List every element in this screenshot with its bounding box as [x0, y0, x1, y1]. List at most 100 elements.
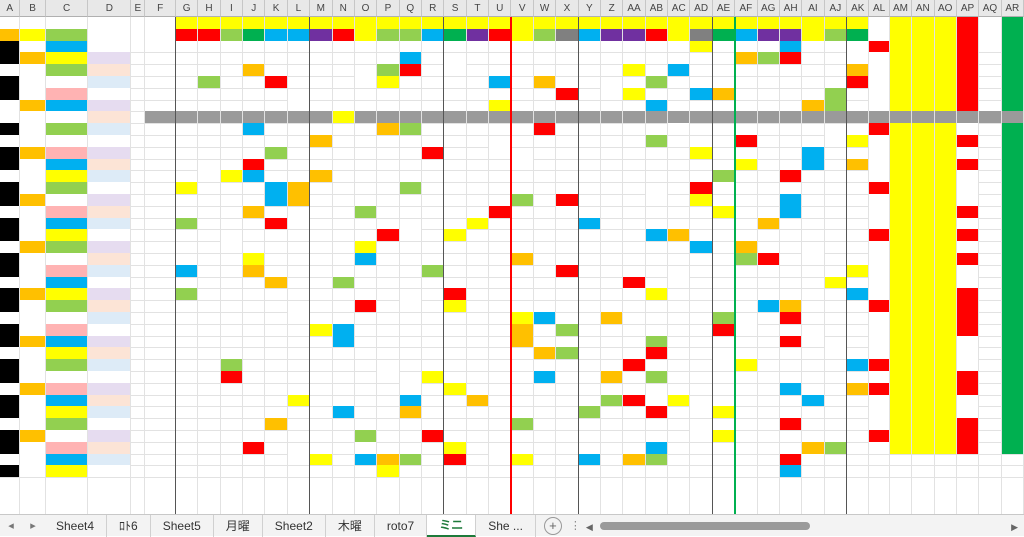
- cell-ai[interactable]: [802, 158, 825, 171]
- cell-ah[interactable]: [779, 194, 803, 206]
- cell-e[interactable]: [131, 241, 145, 253]
- cell-ao[interactable]: [934, 229, 957, 242]
- cell-ao[interactable]: [934, 323, 957, 336]
- cell-e[interactable]: [131, 371, 145, 383]
- cell-ap[interactable]: [956, 371, 980, 383]
- cell-am[interactable]: [889, 382, 913, 395]
- cell-an[interactable]: [912, 418, 935, 431]
- cell-c[interactable]: [45, 453, 89, 466]
- cell-v[interactable]: [511, 194, 534, 206]
- cell-b[interactable]: [20, 111, 46, 124]
- cell-an[interactable]: [912, 229, 935, 242]
- cell-e[interactable]: [131, 206, 145, 218]
- cell-aj[interactable]: [824, 347, 848, 360]
- cell-am[interactable]: [889, 40, 913, 53]
- cell-f[interactable]: [145, 194, 176, 206]
- cell-aq[interactable]: [979, 76, 1001, 88]
- cell-e[interactable]: [131, 194, 145, 206]
- cell-v[interactable]: [511, 335, 534, 348]
- cell-d[interactable]: [88, 40, 132, 53]
- cell-t[interactable]: [466, 217, 490, 230]
- cell-o[interactable]: [354, 76, 378, 88]
- cell-am[interactable]: [889, 52, 913, 65]
- cell-am[interactable]: [889, 64, 913, 77]
- cell-am[interactable]: [889, 76, 913, 88]
- cell-al[interactable]: [869, 253, 890, 265]
- cell-c[interactable]: [45, 288, 89, 301]
- cell-d[interactable]: [88, 264, 132, 277]
- cell-ak[interactable]: [847, 64, 870, 77]
- cell-an[interactable]: [912, 288, 935, 301]
- cell-an[interactable]: [912, 312, 935, 324]
- cell-c[interactable]: [45, 123, 89, 136]
- cell-c[interactable]: [45, 52, 89, 65]
- cell-q[interactable]: [399, 64, 422, 77]
- cell-al[interactable]: [869, 347, 890, 360]
- cell-b[interactable]: [20, 300, 46, 313]
- cell-e[interactable]: [131, 135, 145, 147]
- cell-aq[interactable]: [979, 347, 1001, 359]
- cell-e[interactable]: [131, 406, 145, 418]
- cell-f[interactable]: [145, 288, 176, 300]
- cell-d[interactable]: [88, 430, 132, 442]
- cell-b[interactable]: [20, 253, 46, 265]
- column-header-an[interactable]: AN: [912, 0, 935, 17]
- cell-q[interactable]: [399, 406, 422, 419]
- column-header-b[interactable]: B: [20, 0, 46, 17]
- cell-ar[interactable]: [1001, 146, 1024, 159]
- cell-n[interactable]: [332, 323, 355, 336]
- cell-d[interactable]: [88, 394, 132, 407]
- column-header-d[interactable]: D: [88, 0, 132, 17]
- cell-ao[interactable]: [934, 135, 957, 147]
- cell-ap[interactable]: [956, 288, 980, 301]
- cell-b[interactable]: [20, 99, 46, 112]
- cell-a[interactable]: [0, 229, 21, 242]
- cell-b[interactable]: [20, 382, 46, 395]
- cell-ao[interactable]: [934, 158, 957, 171]
- column-header-ak[interactable]: AK: [847, 0, 870, 17]
- sheet-tab[interactable]: Sheet5: [151, 514, 214, 537]
- cell-f[interactable]: [145, 76, 176, 88]
- cell-c[interactable]: [45, 146, 89, 159]
- cell-e[interactable]: [131, 147, 145, 159]
- cell-al[interactable]: [869, 430, 890, 442]
- cell-k[interactable]: [265, 276, 288, 289]
- cell-e[interactable]: [131, 324, 145, 336]
- cell-ao[interactable]: [934, 87, 957, 100]
- cell-m[interactable]: [310, 453, 333, 466]
- cell-s[interactable]: [444, 300, 467, 313]
- cell-ap[interactable]: [956, 276, 980, 289]
- cell-al[interactable]: [869, 52, 890, 65]
- cell-p[interactable]: [377, 229, 400, 242]
- cell-ap[interactable]: [956, 264, 980, 277]
- cell-ar[interactable]: [1001, 441, 1024, 454]
- cell-aq[interactable]: [979, 52, 1001, 64]
- column-header-z[interactable]: Z: [600, 0, 624, 17]
- cell-a[interactable]: [0, 205, 21, 218]
- cell-d[interactable]: [88, 253, 132, 265]
- cell-d[interactable]: [88, 52, 132, 65]
- cell-ar[interactable]: [1001, 406, 1024, 419]
- cell-ah[interactable]: [779, 335, 803, 348]
- cell-c[interactable]: [45, 182, 89, 195]
- cell-an[interactable]: [912, 76, 935, 88]
- column-header-a[interactable]: A: [0, 0, 21, 17]
- cell-a[interactable]: [0, 465, 21, 478]
- cell-ar[interactable]: [1001, 217, 1024, 230]
- cell-ak[interactable]: [847, 52, 870, 65]
- cell-w[interactable]: [533, 76, 557, 88]
- cell-b[interactable]: [20, 430, 46, 442]
- cell-al[interactable]: [869, 205, 890, 218]
- cell-e[interactable]: [131, 442, 145, 454]
- cell-d[interactable]: [88, 241, 132, 254]
- scroll-right-arrow-icon[interactable]: ▶: [1011, 521, 1018, 532]
- cell-ad[interactable]: [690, 430, 713, 442]
- cell-f[interactable]: [145, 241, 176, 253]
- cell-m[interactable]: [310, 170, 333, 183]
- cell-aa[interactable]: [623, 394, 646, 407]
- cell-u[interactable]: [489, 453, 512, 466]
- column-header-aq[interactable]: AQ: [979, 0, 1002, 17]
- cell-am[interactable]: [889, 205, 913, 218]
- column-header-ab[interactable]: AB: [645, 0, 669, 17]
- column-header-l[interactable]: L: [287, 0, 311, 17]
